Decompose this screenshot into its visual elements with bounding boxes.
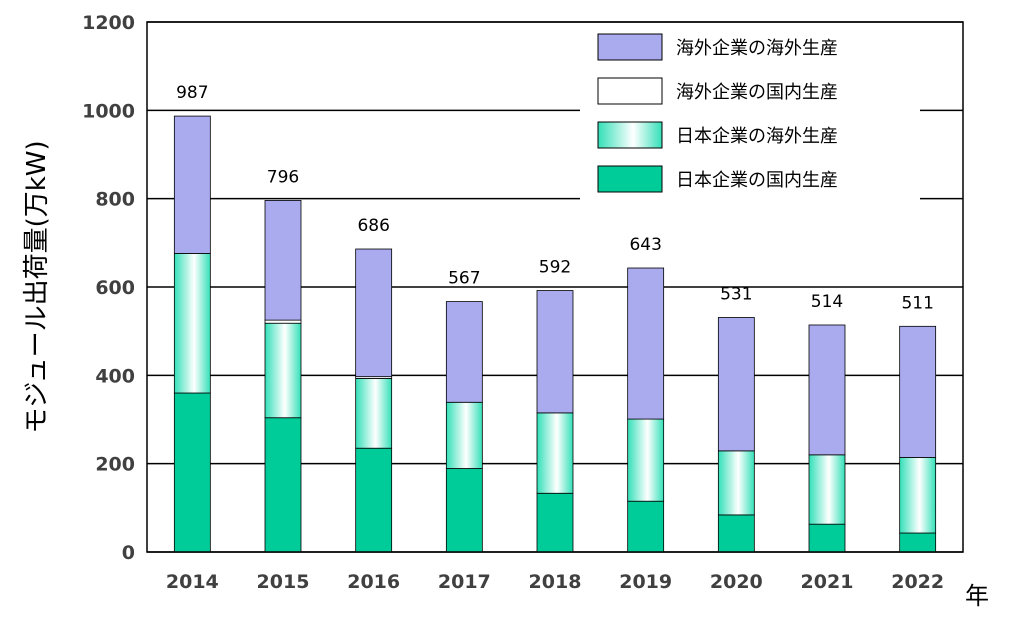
bar-segment bbox=[899, 325, 937, 458]
bar-segment bbox=[717, 450, 755, 516]
bar-segment bbox=[536, 412, 574, 494]
bar-segment bbox=[445, 468, 483, 553]
x-tick-label: 2018 bbox=[529, 571, 582, 593]
legend-swatch bbox=[597, 33, 663, 61]
x-axis-unit-label: 年 bbox=[965, 582, 989, 610]
total-label: 643 bbox=[629, 235, 661, 255]
bar-segment bbox=[173, 392, 211, 553]
bar-segment bbox=[627, 500, 665, 553]
bar-segment bbox=[355, 447, 393, 553]
bar-segment bbox=[355, 248, 393, 378]
y-axis-ticks: 0 200 400 600 800 1000 1200 bbox=[82, 12, 135, 564]
total-label: 592 bbox=[539, 258, 571, 278]
x-tick-label: 2014 bbox=[166, 571, 219, 593]
legend-swatch bbox=[597, 121, 663, 149]
legend-label: 日本企業の海外生産 bbox=[676, 126, 838, 147]
bar-segment bbox=[899, 532, 937, 553]
y-axis-label: モジュール出荷量(万kW) bbox=[22, 140, 52, 433]
bar-segment bbox=[264, 322, 302, 419]
bar-segment bbox=[264, 200, 302, 321]
total-label: 987 bbox=[176, 83, 208, 103]
x-tick-label: 2015 bbox=[257, 571, 310, 593]
bar-segment bbox=[899, 457, 937, 534]
total-label: 514 bbox=[811, 292, 843, 312]
legend-label: 海外企業の海外生産 bbox=[676, 38, 838, 59]
x-axis-ticks: 2014 2015 2016 2017 2018 2019 2020 2021 2022 bbox=[166, 571, 944, 593]
y-tick-label: 200 bbox=[95, 454, 135, 476]
total-label: 567 bbox=[448, 269, 480, 289]
total-label: 796 bbox=[267, 167, 299, 187]
plot-area-border bbox=[146, 21, 964, 553]
total-label: 511 bbox=[901, 293, 933, 313]
y-tick-label: 800 bbox=[95, 189, 135, 211]
total-label: 531 bbox=[720, 284, 752, 304]
y-tick-label: 1200 bbox=[82, 12, 135, 34]
y-tick-label: 1000 bbox=[82, 100, 135, 122]
bar-segment bbox=[173, 115, 211, 254]
legend-label: 日本企業の国内生産 bbox=[676, 170, 838, 191]
total-label: 686 bbox=[357, 216, 389, 236]
x-tick-label: 2022 bbox=[891, 571, 944, 593]
legend-label: 海外企業の国内生産 bbox=[676, 82, 838, 103]
x-tick-label: 2019 bbox=[619, 571, 672, 593]
bar-segment bbox=[355, 378, 393, 449]
x-tick-label: 2021 bbox=[801, 571, 854, 593]
bars bbox=[173, 115, 937, 553]
bar-segment bbox=[264, 417, 302, 553]
x-tick-label: 2020 bbox=[710, 571, 763, 593]
bar-segment bbox=[717, 317, 755, 452]
bar-segment bbox=[173, 253, 211, 394]
x-tick-label: 2017 bbox=[438, 571, 491, 593]
y-tick-label: 600 bbox=[95, 277, 135, 299]
bar-segment bbox=[445, 401, 483, 469]
y-tick-label: 400 bbox=[95, 365, 135, 387]
bar-segment bbox=[717, 514, 755, 553]
bar-segment bbox=[808, 324, 846, 456]
legend-swatch bbox=[597, 165, 663, 193]
bar-segment bbox=[536, 492, 574, 553]
bar-segment bbox=[627, 418, 665, 502]
legend-swatch bbox=[597, 77, 663, 105]
bar-segment bbox=[264, 319, 302, 324]
x-tick-label: 2016 bbox=[347, 571, 400, 593]
bar-segment bbox=[808, 454, 846, 525]
total-labels: 987 796 686 567 592 643 531 514 511 bbox=[176, 83, 934, 313]
bar-segment bbox=[445, 301, 483, 403]
bar-segment bbox=[808, 523, 846, 553]
bar-segment bbox=[536, 290, 574, 414]
y-tick-label: 0 bbox=[122, 542, 135, 564]
bar-segment bbox=[627, 267, 665, 420]
